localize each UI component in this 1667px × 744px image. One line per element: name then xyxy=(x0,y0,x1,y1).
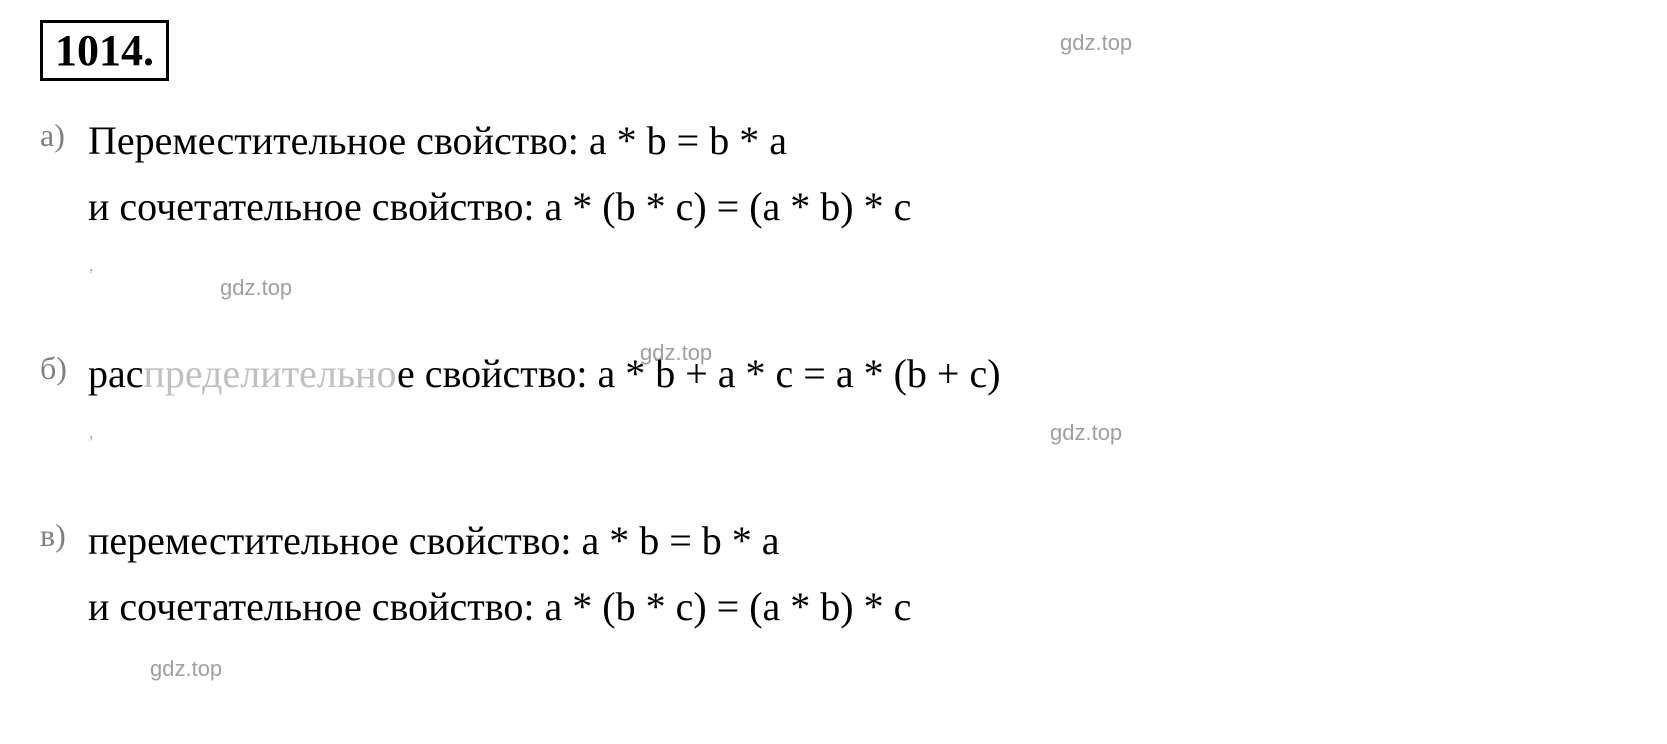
part-a-line2: и сочетательное свойство: a * (b * c) = … xyxy=(88,177,911,237)
problem-number: 1014. xyxy=(55,26,154,75)
part-b-prefix: рас xyxy=(88,351,144,396)
part-c-row: в) переместительное свойство: a * b = b … xyxy=(40,511,1627,643)
part-b-row: б) распределительное свойство: a * b + a… xyxy=(40,344,1627,410)
part-b-suffix: е свойство: a * b + a * c = a * (b + c) xyxy=(397,351,1001,396)
spacer-2 xyxy=(40,451,1627,511)
tick-mark-1: ‚ xyxy=(88,255,1627,276)
problem-number-box: 1014. xyxy=(40,20,169,81)
part-c-label: в) xyxy=(40,511,88,554)
part-b-content: распределительное свойство: a * b + a * … xyxy=(88,344,1001,410)
watermark-1: gdz.top xyxy=(1060,30,1132,56)
part-a-label: а) xyxy=(40,111,88,154)
part-b-line1: распределительное свойство: a * b + a * … xyxy=(88,344,1001,404)
part-a-line1: Переместительное свойство: a * b = b * a xyxy=(88,111,911,171)
part-b-label: б) xyxy=(40,344,88,387)
part-c-line1: переместительное свойство: a * b = b * a xyxy=(88,511,911,571)
part-c-content: переместительное свойство: a * b = b * a… xyxy=(88,511,911,643)
part-b-mid: пределительно xyxy=(144,351,397,396)
spacer-1 xyxy=(40,284,1627,344)
part-a-content: Переместительное свойство: a * b = b * a… xyxy=(88,111,911,243)
watermark-5: gdz.top xyxy=(150,656,222,682)
part-c-line2: и сочетательное свойство: a * (b * c) = … xyxy=(88,577,911,637)
tick-mark-2: ‚ xyxy=(88,422,1627,443)
part-a-row: а) Переместительное свойство: a * b = b … xyxy=(40,111,1627,243)
